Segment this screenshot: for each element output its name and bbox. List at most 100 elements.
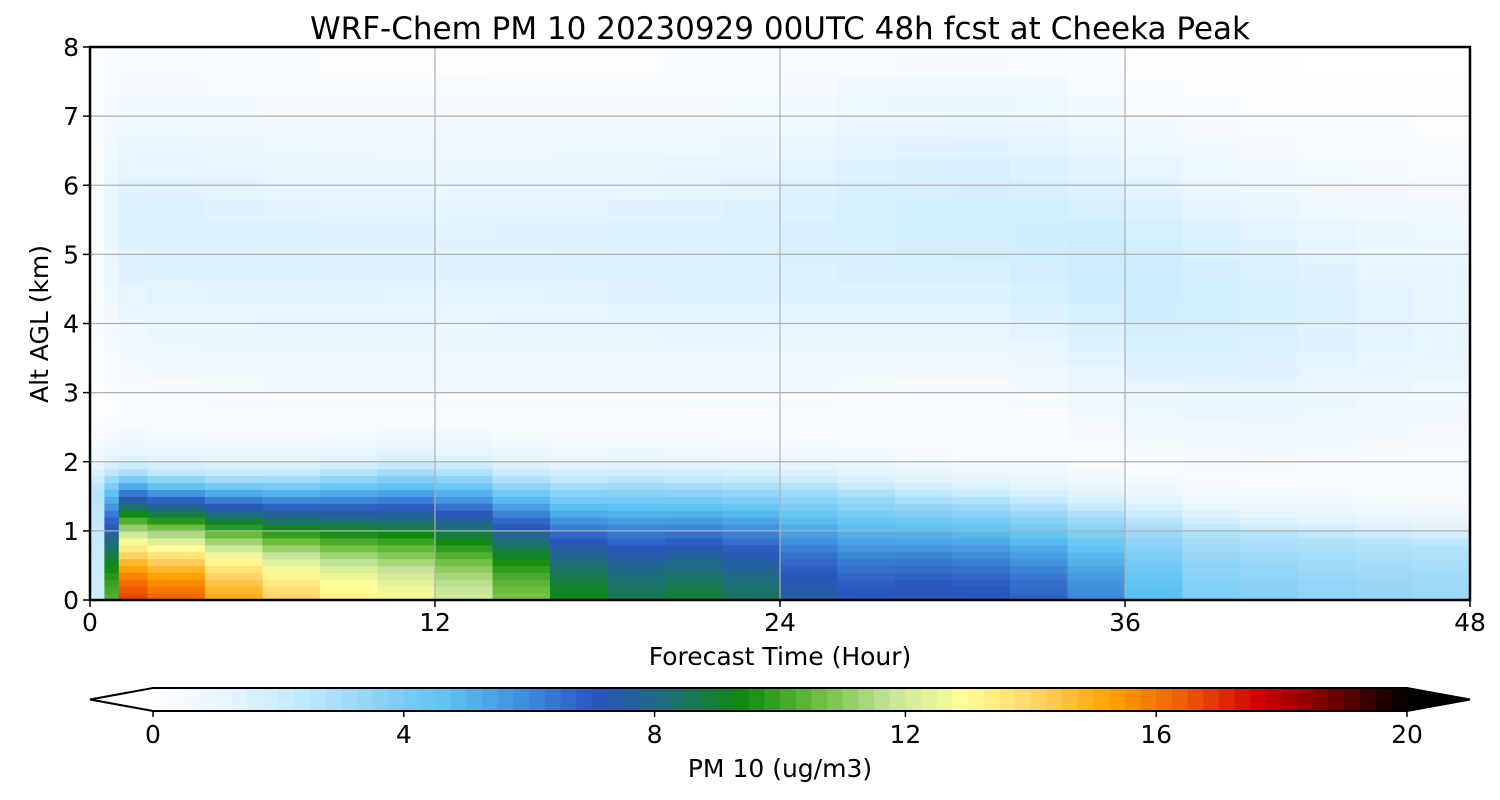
- field-cell: [492, 441, 551, 449]
- field-cell: [262, 434, 321, 442]
- field-cell: [665, 427, 724, 435]
- field-cell: [780, 434, 839, 442]
- field-cell: [665, 116, 724, 138]
- field-cell: [1355, 447, 1414, 456]
- field-cell: [320, 157, 379, 179]
- field-cell: [320, 364, 379, 380]
- field-cell: [607, 454, 666, 463]
- field-cell: [435, 530, 494, 539]
- field-cell: [1297, 95, 1356, 117]
- field-cell: [435, 157, 494, 179]
- colorbar-segment: [795, 688, 812, 711]
- colorbar-segment: [513, 688, 530, 711]
- field-cell: [1355, 565, 1414, 573]
- field-cell: [492, 392, 551, 408]
- field-cell: [118, 523, 149, 532]
- field-cell: [118, 351, 149, 366]
- field-cell: [205, 530, 264, 539]
- field-cell: [90, 517, 105, 525]
- field-cell: [377, 544, 436, 553]
- field-cell: [104, 454, 120, 463]
- field-cell: [1412, 468, 1471, 477]
- field-cell: [377, 74, 436, 96]
- field-cell: [1010, 378, 1069, 394]
- field-cell: [147, 219, 206, 242]
- field-cell: [1412, 434, 1471, 442]
- field-cell: [550, 392, 609, 408]
- colorbar-segment: [1328, 688, 1345, 711]
- field-cell: [1355, 157, 1414, 179]
- field-cell: [952, 530, 1011, 539]
- field-cell: [550, 482, 609, 490]
- field-cell: [1240, 510, 1299, 518]
- field-cell: [895, 523, 954, 532]
- field-cell: [1182, 47, 1241, 76]
- field-cell: [722, 302, 781, 325]
- field-cell: [722, 47, 781, 76]
- field-cell: [1067, 178, 1126, 200]
- field-cell: [1067, 586, 1126, 594]
- field-cell: [492, 544, 551, 553]
- field-cell: [1010, 406, 1069, 421]
- field-cell: [1182, 406, 1241, 421]
- field-cell: [435, 551, 494, 560]
- field-cell: [377, 558, 436, 567]
- field-cell: [722, 496, 781, 504]
- field-cell: [90, 282, 105, 304]
- field-cell: [1067, 261, 1126, 283]
- field-cell: [1297, 544, 1356, 553]
- field-cell: [952, 420, 1011, 428]
- field-cell: [1412, 544, 1471, 553]
- field-cell: [262, 378, 321, 394]
- field-cell: [780, 572, 839, 580]
- field-cell: [104, 302, 120, 325]
- field-cell: [1010, 178, 1069, 200]
- field-cell: [205, 282, 264, 304]
- field-cell: [837, 544, 896, 553]
- field-cell: [1240, 447, 1299, 456]
- colorbar-segment: [936, 688, 953, 711]
- field-cell: [607, 447, 666, 456]
- field-cell: [1182, 378, 1241, 394]
- field-cell: [104, 178, 120, 200]
- field-cell: [780, 282, 839, 304]
- field-cell: [895, 136, 954, 159]
- field-cell: [1067, 475, 1126, 484]
- field-cell: [435, 510, 494, 518]
- colorbar-segment: [842, 688, 859, 711]
- field-cell: [722, 565, 781, 573]
- field-cell: [1125, 261, 1184, 283]
- field-cell: [665, 323, 724, 338]
- field-cell: [1412, 157, 1471, 179]
- field-cell: [895, 178, 954, 200]
- field-cell: [1297, 392, 1356, 408]
- field-cell: [895, 323, 954, 338]
- field-cell: [205, 240, 264, 262]
- field-cell: [147, 178, 206, 200]
- field-cell: [1182, 95, 1241, 117]
- field-cell: [1010, 544, 1069, 553]
- field-cell: [1355, 178, 1414, 200]
- field-cell: [607, 378, 666, 394]
- field-cell: [1412, 47, 1471, 76]
- field-cell: [780, 447, 839, 456]
- field-cell: [435, 454, 494, 463]
- field-cell: [607, 565, 666, 573]
- field-cell: [952, 95, 1011, 117]
- x-tick-label: 36: [1109, 608, 1141, 637]
- field-cell: [1125, 586, 1184, 594]
- field-cell: [1297, 489, 1356, 497]
- field-cell: [665, 364, 724, 380]
- field-cell: [837, 434, 896, 442]
- colorbar-segment: [168, 688, 185, 711]
- field-cell: [1010, 392, 1069, 408]
- colorbar-segment: [1109, 688, 1126, 711]
- field-cell: [722, 323, 781, 338]
- field-cell: [895, 565, 954, 573]
- field-cell: [895, 302, 954, 325]
- field-cell: [205, 475, 264, 484]
- field-cell: [780, 199, 839, 221]
- field-cell: [607, 441, 666, 449]
- colorbar-segment: [670, 688, 687, 711]
- colorbar-segment: [1124, 688, 1142, 711]
